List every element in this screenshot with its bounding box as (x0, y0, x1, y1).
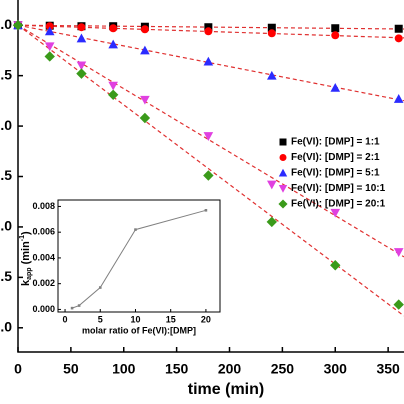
point (98, 286, 102, 289)
legend-label: Fe(VI): [DMP] = 20:1 (291, 199, 386, 210)
marker (267, 29, 276, 38)
marker (279, 138, 287, 146)
x-tick-label: 350 (376, 361, 400, 377)
y-tick-label: 0.002 (32, 278, 55, 288)
marker (109, 24, 118, 33)
marker (108, 81, 118, 91)
x-axis-label: time (min) (188, 381, 264, 398)
x-tick-label: 150 (165, 361, 189, 377)
marker (279, 154, 287, 161)
marker (76, 33, 87, 43)
y-tick-label: -2.5 (0, 268, 12, 284)
y-axis-label: kapp (min-1) (19, 231, 33, 286)
marker (12, 20, 24, 31)
marker (204, 23, 213, 32)
marker (44, 51, 55, 62)
fit-line (17, 24, 404, 258)
marker (140, 95, 150, 105)
y-tick-label: -1.0 (0, 117, 12, 133)
marker (267, 70, 277, 80)
marker (393, 248, 404, 257)
inset-frame (57, 199, 221, 313)
x-tick-label: 100 (112, 361, 136, 377)
marker (394, 34, 403, 43)
marker (393, 299, 404, 310)
y-axis-label-part: ) (20, 231, 32, 235)
point (204, 208, 208, 212)
marker (203, 170, 214, 181)
legend-label: Fe(VI): [DMP] = 1:1 (291, 137, 380, 148)
x-tick-label: 200 (218, 361, 242, 377)
point (134, 228, 137, 231)
x-axis-label: molar ratio of Fe(VI):[DMP] (82, 325, 196, 335)
marker (267, 180, 277, 190)
y-axis-label-part: -1 (19, 235, 26, 241)
y-tick-label: -1.5 (0, 167, 12, 183)
marker (108, 39, 118, 49)
legend-label: Fe(VI): [DMP] = 10:1 (291, 183, 386, 194)
x-tick-label: 20 (201, 314, 211, 324)
point (77, 304, 81, 307)
y-tick-label: 0.0 (0, 16, 12, 32)
marker (44, 26, 55, 36)
marker (330, 208, 341, 218)
y-tick-label: 0.006 (32, 227, 55, 237)
marker (278, 199, 288, 209)
y-tick-label: 0.000 (32, 304, 55, 314)
marker (394, 24, 403, 33)
x-tick-label: 0 (63, 314, 68, 324)
plot-frame (17, 0, 404, 353)
marker (77, 23, 86, 32)
x-tick-label: 250 (271, 361, 295, 377)
marker (107, 89, 119, 101)
marker (140, 25, 149, 34)
y-tick-label: -2.0 (0, 218, 12, 234)
marker (139, 112, 151, 124)
marker (330, 82, 341, 92)
x-tick-label: 15 (166, 314, 176, 324)
y-tick-label: 0.008 (32, 201, 55, 211)
marker (278, 185, 288, 193)
marker (330, 260, 341, 271)
marker (266, 216, 278, 228)
x-tick-label: 5 (98, 314, 103, 324)
y-axis-label-part: (min (20, 241, 32, 265)
marker (203, 132, 214, 141)
marker (76, 68, 87, 79)
marker (44, 42, 55, 52)
y-axis-label-part: app (26, 267, 33, 279)
marker (331, 31, 340, 40)
inset-background (38, 193, 228, 323)
marker (204, 27, 213, 36)
legend-label: Fe(VI): [DMP] = 2:1 (291, 152, 380, 163)
marker (140, 45, 150, 55)
x-tick-label: 50 (63, 361, 79, 377)
y-tick-label: -3.0 (0, 318, 12, 334)
marker (278, 168, 288, 177)
marker (267, 23, 276, 32)
marker (393, 94, 404, 103)
marker (203, 56, 214, 66)
x-tick-label: 300 (324, 361, 348, 377)
y-tick-label: 0.004 (32, 252, 55, 262)
x-tick-label: 10 (130, 314, 140, 324)
x-tick-label: 0 (14, 361, 22, 377)
point (70, 306, 74, 310)
marker (331, 24, 340, 33)
y-axis-label-part: k (20, 279, 32, 286)
marker (45, 22, 54, 31)
legend-label: Fe(VI): [DMP] = 5:1 (291, 168, 380, 179)
marker (76, 61, 87, 71)
y-tick-label: -0.5 (0, 66, 12, 82)
